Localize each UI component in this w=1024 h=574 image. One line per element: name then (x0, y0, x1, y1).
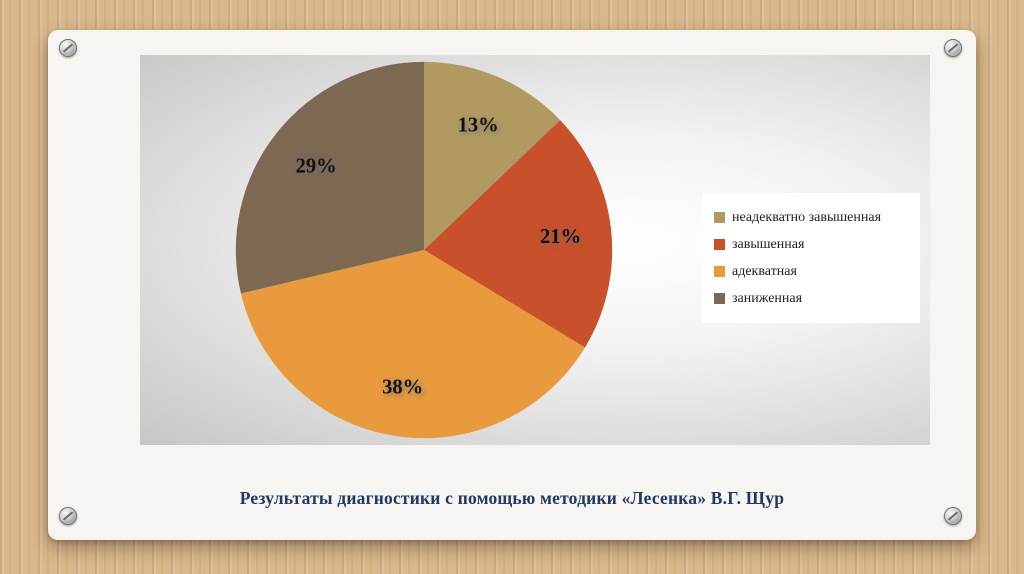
pie-slice-3 (240, 250, 585, 439)
legend-label: заниженная (732, 290, 803, 306)
legend-item: завышенная (714, 231, 908, 258)
legend-label: завышенная (732, 236, 805, 252)
pie-percentage-label: 38% (382, 377, 423, 399)
pie-slice-1 (424, 61, 561, 250)
pie-slice-4 (235, 61, 424, 294)
screw-icon (59, 507, 77, 525)
legend-swatch-icon (714, 293, 725, 304)
legend-item: адекватная (714, 258, 908, 285)
legend-swatch-icon (714, 266, 725, 277)
pie-percentage-label: 29% (296, 156, 337, 178)
legend-swatch-icon (714, 239, 725, 250)
pie-percentage-label: 21% (540, 226, 581, 248)
legend-label: неадекватно завышенная (732, 209, 882, 225)
pie-chart-container: 13% 21% 38% 29% (228, 56, 620, 444)
screw-icon (944, 39, 962, 57)
legend: неадекватно завышенная завышенная адекватн… (702, 193, 920, 323)
legend-item: неадекватно завышенная (714, 204, 908, 231)
screw-icon (59, 39, 77, 57)
legend-item: заниженная (714, 285, 908, 312)
pie-slice-2 (424, 120, 613, 348)
screw-icon (944, 507, 962, 525)
legend-swatch-icon (714, 212, 725, 223)
chart-caption: Результаты диагностики с помощью методик… (239, 488, 785, 508)
slide-card: 13% 21% 38% 29% неадекватно завышенная завыш… (48, 30, 976, 540)
legend-label: адекватная (732, 263, 797, 279)
pie-percentage-label: 13% (458, 114, 499, 136)
chart-panel: 13% 21% 38% 29% неадекватно завышенная завыш… (140, 55, 930, 445)
pie-chart: 13% 21% 38% 29% (235, 61, 613, 439)
